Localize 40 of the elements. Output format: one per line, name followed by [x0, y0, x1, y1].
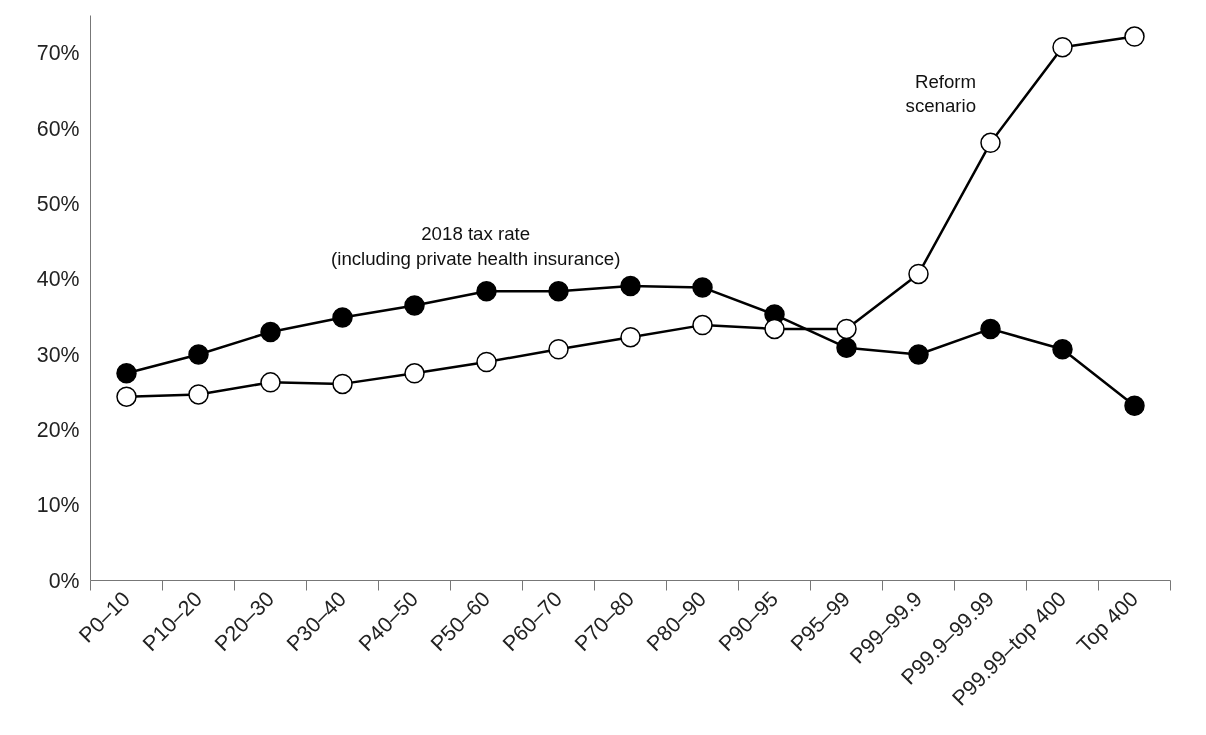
y-tick-label: 70%: [36, 41, 80, 66]
point: [836, 318, 857, 340]
point: [548, 280, 569, 302]
x-tick-label: Top 400: [1072, 586, 1144, 658]
y-tick-label: 50%: [36, 191, 80, 216]
point: [836, 337, 857, 358]
y-tick-label: 10%: [36, 493, 80, 518]
point: [116, 386, 137, 407]
point: [476, 280, 497, 302]
point: [908, 263, 929, 285]
point: [1052, 36, 1073, 58]
point: [692, 314, 713, 336]
point: [116, 363, 137, 384]
point: [404, 295, 425, 316]
y-tick-label: 60%: [36, 116, 80, 141]
point: [764, 318, 785, 340]
point: [332, 373, 353, 395]
point: [980, 318, 1001, 340]
point: [188, 344, 209, 365]
point: [620, 275, 641, 297]
point: [548, 339, 569, 360]
point: [1124, 395, 1145, 416]
series-label: 2018 tax rate (including private health insurance): [331, 222, 621, 269]
point: [476, 351, 497, 373]
y-tick-label: 20%: [36, 417, 80, 442]
point: [188, 384, 209, 405]
y-tick-label: 30%: [36, 342, 80, 367]
point: [332, 307, 353, 328]
y-tick-label: 0%: [48, 568, 80, 593]
point: [260, 372, 281, 393]
point: [1124, 26, 1145, 47]
point: [980, 132, 1001, 154]
point: [908, 344, 929, 365]
point: [404, 363, 425, 384]
y-tick-label: 40%: [36, 267, 80, 292]
point: [620, 326, 641, 348]
point: [260, 321, 281, 343]
point: [1052, 339, 1073, 360]
series-label: Reform scenario: [905, 70, 977, 117]
point: [692, 277, 713, 298]
